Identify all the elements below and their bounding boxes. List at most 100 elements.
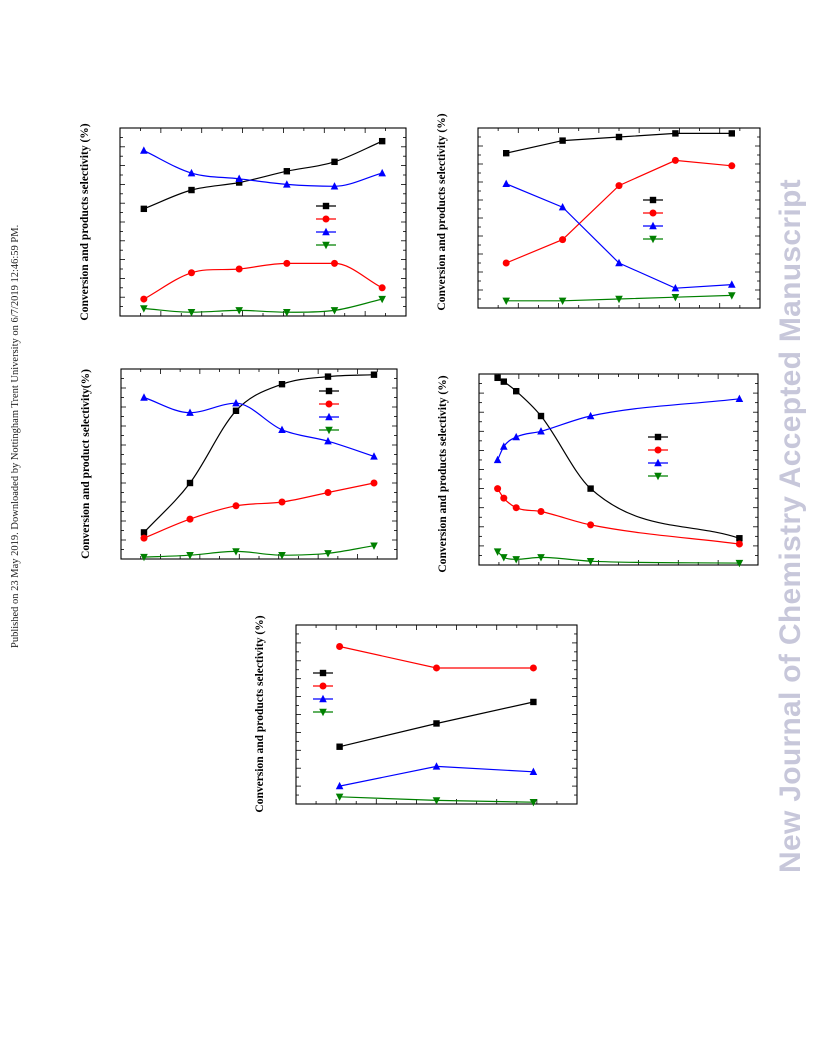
- data-point: [232, 407, 240, 414]
- series-triangle-up: [502, 179, 736, 292]
- data-point: [283, 309, 291, 317]
- data-point: [188, 269, 195, 277]
- axis-ticks: [120, 128, 406, 316]
- data-point: [235, 307, 243, 315]
- data-point: [324, 373, 332, 380]
- legend-entry-triangle-up: [643, 221, 663, 230]
- data-point: [278, 381, 286, 388]
- data-point: [335, 781, 344, 790]
- y-axis-label: Conversion and product selectivity(%): [80, 369, 92, 559]
- data-point: [529, 799, 538, 807]
- data-point: [186, 515, 194, 523]
- data-point: [728, 292, 736, 300]
- data-point: [140, 529, 148, 536]
- data-point: [235, 174, 243, 182]
- legend-entry-triangle-down: [313, 708, 333, 717]
- legend-marker: [649, 209, 657, 217]
- y-axis-label: Conversion and products selectivity (%): [436, 113, 448, 310]
- axis-ticks: [478, 128, 760, 308]
- axis-ticks: [479, 374, 758, 565]
- series-circle: [494, 485, 743, 548]
- data-point: [529, 767, 538, 775]
- legend-entry-triangle-down: [316, 241, 336, 250]
- legend-entry-square: [319, 387, 339, 395]
- data-point: [615, 258, 623, 267]
- legend-marker: [325, 387, 333, 395]
- series-line: [143, 150, 383, 187]
- legend-entry-triangle-up: [316, 227, 336, 236]
- data-point: [736, 535, 743, 542]
- legend-marker: [319, 669, 327, 677]
- series-line: [143, 545, 375, 558]
- axis-ticks: [296, 625, 577, 804]
- data-point: [537, 554, 545, 562]
- data-point: [493, 548, 502, 556]
- series-triangle-down: [140, 542, 378, 562]
- data-point: [671, 156, 679, 164]
- data-point: [370, 452, 378, 460]
- legend-entry-triangle-down: [643, 235, 663, 244]
- data-point: [232, 399, 240, 407]
- legend-marker: [654, 458, 662, 467]
- data-point: [671, 294, 680, 302]
- data-point: [283, 180, 291, 188]
- series-triangle-up: [335, 762, 538, 790]
- data-point: [186, 408, 194, 416]
- legend-marker: [654, 472, 662, 481]
- data-point: [512, 504, 520, 512]
- data-point: [502, 259, 510, 267]
- chart-panel-top-right: Conversion and products selectivity (%): [436, 113, 761, 311]
- series-line: [143, 396, 375, 457]
- data-point: [671, 284, 680, 292]
- legend-entry-square: [313, 669, 333, 677]
- legend-entry-square: [648, 433, 668, 441]
- data-point: [432, 797, 441, 805]
- data-point: [503, 150, 510, 157]
- data-point: [586, 411, 595, 420]
- chart-panel-bottom-center: Conversion and products selectivity (%): [254, 615, 578, 813]
- data-point: [336, 743, 343, 750]
- data-point: [186, 552, 194, 560]
- data-point: [529, 664, 537, 672]
- data-point: [187, 309, 196, 317]
- data-point: [330, 182, 339, 190]
- y-axis-label: Conversion and products selectivity (%): [437, 375, 449, 572]
- y-axis-label: Conversion and products selectivity (%): [79, 123, 91, 320]
- data-point: [433, 664, 440, 672]
- data-point: [587, 521, 595, 529]
- legend: [643, 196, 663, 244]
- data-point: [537, 427, 545, 435]
- series-line: [143, 482, 375, 539]
- plot-frame: [478, 373, 759, 566]
- series-triangle-up: [493, 394, 744, 464]
- series-circle: [502, 156, 736, 267]
- data-point: [500, 442, 508, 450]
- data-point: [558, 297, 567, 305]
- series-triangle-up: [140, 393, 378, 460]
- legend: [316, 202, 336, 250]
- data-point: [530, 698, 537, 706]
- data-point: [558, 203, 567, 211]
- plot-frame: [295, 624, 578, 805]
- series-line: [143, 140, 383, 210]
- legend-marker: [649, 235, 657, 244]
- data-point: [330, 307, 339, 315]
- legend: [319, 387, 339, 435]
- data-point: [500, 378, 507, 385]
- data-point: [502, 297, 510, 305]
- chart-panel-top-left: Conversion and products selectivity (%): [79, 123, 407, 321]
- legend-entry-triangle-up: [313, 694, 333, 703]
- data-point: [232, 502, 240, 510]
- legend-marker: [325, 412, 333, 421]
- legend-entry-circle: [643, 209, 663, 217]
- legend-marker: [649, 196, 657, 204]
- data-point: [370, 371, 378, 378]
- series-line: [143, 298, 383, 313]
- data-point: [500, 494, 508, 502]
- data-point: [587, 485, 594, 492]
- data-point: [370, 542, 378, 550]
- data-point: [500, 554, 508, 562]
- data-point: [324, 489, 332, 496]
- data-point: [188, 186, 195, 194]
- series-triangle-down: [335, 793, 538, 807]
